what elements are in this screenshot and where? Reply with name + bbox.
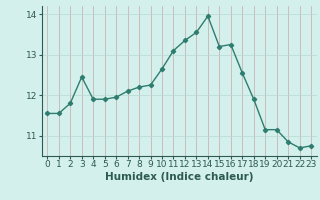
X-axis label: Humidex (Indice chaleur): Humidex (Indice chaleur) — [105, 172, 253, 182]
